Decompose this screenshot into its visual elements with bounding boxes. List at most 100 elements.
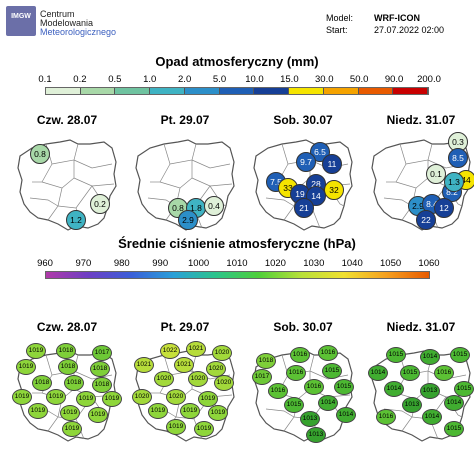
pressure-station-value: 1020 [132, 389, 152, 405]
precip-station-value: 0.4 [204, 196, 224, 216]
precip-color-bin [289, 88, 324, 94]
precip-tick-labels: 0.1 0.2 0.5 1.0 2.0 5.0 10.0 15.0 30.0 50.0 90.0 20… [24, 74, 450, 86]
pressure-station-value: 1015 [450, 347, 470, 363]
pressure-station-value: 1019 [208, 405, 228, 421]
pressure-station-value: 1014 [318, 395, 338, 411]
pressure-station-value: 1020 [154, 371, 174, 387]
pressure-station-value: 1018 [58, 359, 78, 375]
precip-station-value: 9.7 [296, 152, 316, 172]
pressure-station-value: 1019 [76, 391, 96, 407]
pressure-station-value: 1015 [334, 379, 354, 395]
pressure-station-value: 1014 [420, 349, 440, 365]
precip-tick-label: 2.0 [178, 74, 192, 85]
pressure-title: Średnie ciśnienie atmosferyczne (hPa) [118, 236, 356, 251]
pressure-map: 1019 1018 1017 1019 1018 1018 1018 1018 1018 1019… [12, 343, 122, 445]
imgw-logo: IMGW [6, 6, 36, 36]
pressure-station-value: 1015 [284, 397, 304, 413]
pressure-station-value: 1020 [206, 361, 226, 377]
pressure-station-value: 1019 [28, 403, 48, 419]
pressure-station-value: 1019 [148, 403, 168, 419]
precip-station-value: 0.8 [30, 144, 50, 164]
precip-color-bin [184, 88, 220, 94]
precip-station-value: 1.3 [444, 172, 464, 192]
pressure-station-value: 1016 [290, 347, 310, 363]
precip-station-value: 0.2 [90, 194, 110, 214]
pressure-station-value: 1016 [268, 383, 288, 399]
pressure-station-value: 1020 [212, 345, 232, 361]
map-date-label: Sob. 30.07 [273, 113, 333, 127]
precip-color-bin [323, 88, 359, 94]
precip-tick-label: 50.0 [349, 74, 369, 85]
precip-map: 6.5 9.7 11 7.5 33 28 32 19 14 21 [248, 134, 358, 234]
pressure-tick-label: 960 [37, 258, 53, 269]
pressure-station-value: 1021 [186, 341, 206, 357]
pressure-station-value: 1014 [444, 395, 464, 411]
map-date-label: Czw. 28.07 [36, 320, 98, 334]
pressure-station-value: 1020 [188, 371, 208, 387]
pressure-tick-label: 1000 [188, 258, 210, 269]
pressure-station-value: 1020 [214, 375, 234, 391]
precip-station-value: 8.5 [448, 148, 468, 168]
start-value: 27.07.2022 02:00 [374, 25, 445, 35]
pressure-station-value: 1018 [56, 343, 76, 359]
precip-color-bin [150, 88, 185, 94]
precip-map: 0.3 8.5 0.1 8.2 44 1.3 2.9 8.4 12 22 [366, 132, 474, 234]
pressure-station-value: 1016 [434, 365, 454, 381]
pressure-station-value: 1018 [90, 361, 110, 377]
precip-title: Opad atmosferyczny (mm) [155, 54, 319, 69]
map-date-label: Sob. 30.07 [273, 320, 333, 334]
precip-station-value: 32 [324, 180, 344, 200]
precip-station-value: 2.9 [178, 210, 198, 230]
precip-tick-label: 0.2 [73, 74, 87, 85]
precip-tick-label: 10.0 [245, 74, 264, 85]
precip-tick-label: 0.5 [108, 74, 122, 85]
pressure-station-value: 1021 [134, 357, 154, 373]
pressure-station-value: 1016 [318, 345, 338, 361]
pressure-tick-label: 1020 [264, 258, 286, 269]
pressure-tick-label: 1030 [303, 258, 325, 269]
pressure-station-value: 1014 [336, 407, 356, 423]
pressure-station-value: 1013 [306, 427, 326, 443]
precip-station-value: 0.1 [426, 164, 446, 184]
pressure-station-value: 1018 [256, 353, 276, 369]
pressure-map: 1022 1021 1020 1021 1021 1020 1020 1020 1020 1020… [130, 341, 240, 445]
pressure-station-value: 1017 [252, 369, 272, 385]
model-value: WRF-ICON [374, 13, 420, 23]
pressure-station-value: 1015 [454, 381, 474, 397]
start-label: Start: [326, 25, 348, 35]
pressure-station-value: 1019 [198, 391, 218, 407]
model-label: Model: [326, 13, 354, 23]
precip-color-bin [46, 88, 81, 94]
pressure-station-value: 1019 [88, 407, 108, 423]
map-date-label: Niedz. 31.07 [386, 113, 456, 127]
pressure-station-value: 1019 [60, 405, 80, 421]
precip-colorbar [45, 87, 429, 95]
pressure-tick-label: 970 [75, 258, 92, 269]
precip-tick-label: 0.1 [38, 74, 52, 85]
precip-station-value: 11 [322, 154, 342, 174]
precip-station-value: 22 [416, 210, 436, 230]
precip-color-bin [358, 88, 394, 94]
pressure-map: 1015 1014 1015 1014 1015 1016 1014 1013 1015 1013… [366, 345, 474, 445]
organization-name: Centrum Modelowania Meteorologicznego [40, 9, 117, 37]
pressure-tick-label: 1040 [341, 258, 363, 269]
precip-tick-label: 90.0 [384, 74, 404, 85]
precip-station-value: 21 [294, 198, 314, 218]
pressure-station-value: 1019 [166, 419, 186, 435]
precip-color-bin [219, 88, 255, 94]
pressure-station-value: 1014 [368, 365, 388, 381]
pressure-station-value: 1015 [444, 421, 464, 437]
pressure-station-value: 1019 [16, 359, 36, 375]
precip-color-bin [115, 88, 151, 94]
precip-station-value: 1.2 [66, 210, 86, 230]
pressure-station-value: 1018 [92, 377, 112, 393]
pressure-station-value: 1013 [402, 397, 422, 413]
precip-map: 0.8 0.2 1.2 [12, 134, 122, 234]
run-info: Model: WRF-ICON Start: 27.07.2022 02:00 [326, 12, 444, 36]
pressure-tick-labels: 960 970 980 990 1000 1010 1020 1030 1040 1050 1060 [24, 258, 450, 270]
pressure-station-value: 1014 [422, 409, 442, 425]
pressure-station-value: 1019 [46, 389, 66, 405]
map-date-label: Pt. 29.07 [160, 320, 210, 334]
pressure-station-value: 1022 [160, 343, 180, 359]
pressure-tick-label: 980 [113, 258, 130, 269]
